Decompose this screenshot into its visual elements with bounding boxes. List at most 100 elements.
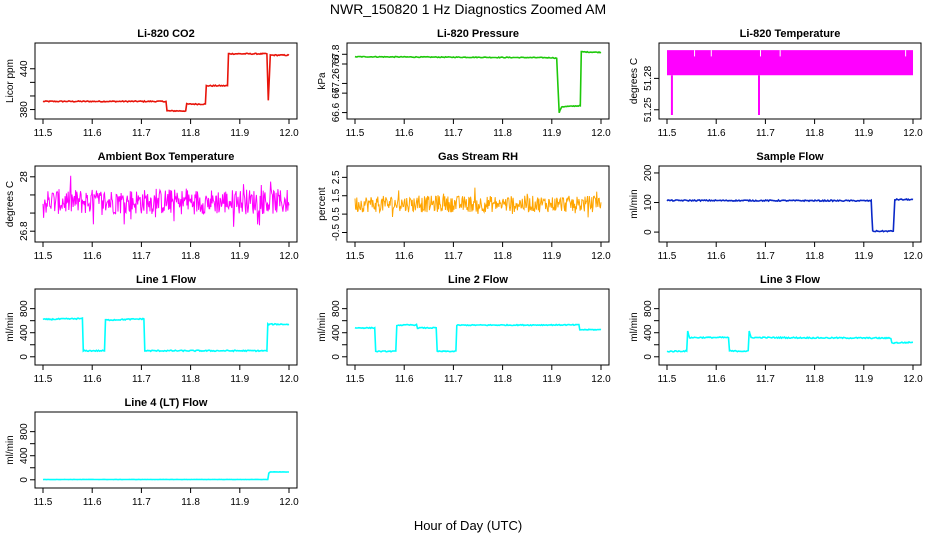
series-line: [666, 330, 913, 353]
x-tick-label: 11.5: [34, 374, 53, 385]
x-tick-label: 11.8: [181, 497, 200, 508]
x-tick-label: 11.8: [805, 251, 824, 262]
y-tick-label: 440: [19, 60, 30, 77]
x-tick-label: 11.7: [444, 128, 463, 139]
y-axis-label: Licor ppm: [5, 59, 16, 103]
plot-frame: [346, 288, 610, 366]
x-tick-label: 11.6: [83, 497, 102, 508]
chart-panel-6: Line 1 Flow 11.5 11.6 11.7 11.8 11.9 12.0 0 400 8…: [5, 274, 299, 385]
series-line: [42, 317, 290, 353]
x-tick-label: 11.6: [83, 374, 102, 385]
panel-title: Ambient Box Temperature: [98, 151, 235, 163]
series-line: [354, 323, 602, 353]
y-tick-label: 100: [643, 194, 654, 211]
plot-frame: [346, 42, 610, 120]
x-tick-label: 12.0: [279, 251, 299, 262]
y-tick-label: 400: [19, 324, 30, 341]
x-tick-label: 11.6: [395, 251, 414, 262]
x-tick-label: 11.7: [444, 374, 463, 385]
chart-panel-3: Ambient Box Temperature 11.5 11.6 11.7 11.8 1…: [5, 151, 299, 262]
x-tick-label: 11.6: [707, 128, 726, 139]
x-tick-label: 11.7: [132, 497, 151, 508]
chart-panel-1: Li-820 Pressure 11.5 11.6 11.7 11.8 11.9 12.0 6…: [317, 28, 611, 139]
panel-title: Line 3 Flow: [760, 274, 820, 286]
x-tick-label: 11.5: [346, 251, 365, 262]
x-tick-label: 12.0: [903, 128, 923, 139]
plot-frame: [658, 288, 922, 366]
panel-title: Sample Flow: [756, 151, 824, 163]
chart-panel-5: Sample Flow 11.5 11.6 11.7 11.8 11.9 12.0 0 100 2…: [629, 151, 923, 262]
y-tick-label: -0.5: [331, 223, 342, 241]
y-tick-label: 67.2: [331, 73, 342, 93]
y-tick-label: 67.8: [331, 44, 342, 64]
panel-title: Li-820 Pressure: [437, 28, 519, 40]
panel-title: Li-820 CO2: [137, 28, 194, 40]
series-line: [666, 197, 914, 233]
x-tick-label: 11.6: [395, 128, 414, 139]
chart-panel-8: Line 3 Flow 11.5 11.6 11.7 11.8 11.9 12.0 0 400 8…: [629, 274, 923, 385]
x-tick-label: 11.9: [230, 251, 249, 262]
x-tick-label: 11.5: [658, 128, 677, 139]
plot-frame: [34, 288, 298, 366]
x-tick-label: 12.0: [903, 251, 923, 262]
y-tick-label: 2.5: [331, 170, 342, 184]
x-tick-label: 11.5: [658, 251, 677, 262]
x-tick-label: 12.0: [279, 374, 299, 385]
plot-frame: [346, 165, 610, 243]
x-tick-label: 11.7: [132, 374, 151, 385]
y-axis-label: ml/min: [5, 312, 16, 341]
panel-title: Line 1 Flow: [136, 274, 196, 286]
x-tick-label: 12.0: [903, 374, 923, 385]
y-axis-label: ml/min: [317, 312, 328, 341]
y-tick-label: 0: [19, 477, 30, 483]
y-tick-label: 800: [19, 423, 30, 440]
x-tick-label: 11.8: [493, 251, 512, 262]
x-tick-label: 11.7: [132, 251, 151, 262]
y-tick-label: 1.5: [331, 188, 342, 202]
series-band: [667, 50, 913, 76]
y-axis-label: ml/min: [629, 312, 640, 341]
y-tick-label: 400: [331, 324, 342, 341]
series-line: [42, 52, 290, 113]
y-tick-label: 400: [19, 447, 30, 464]
plot-frame: [34, 165, 298, 243]
y-tick-label: 400: [643, 324, 654, 341]
x-tick-label: 11.5: [346, 374, 365, 385]
y-axis-label: degrees C: [629, 58, 640, 104]
x-tick-label: 11.5: [346, 128, 365, 139]
chart-panel-2: Li-820 Temperature 11.5 11.6 11.7 11.8 11.9 12…: [629, 28, 923, 139]
y-tick-label: 67.6: [331, 54, 342, 74]
plot-frame: [34, 42, 298, 120]
chart-panel-7: Line 2 Flow 11.5 11.6 11.7 11.8 11.9 12.0 0 400 8…: [317, 274, 611, 385]
x-axis-title: Hour of Day (UTC): [413, 518, 523, 533]
x-tick-label: 11.7: [132, 128, 151, 139]
x-tick-label: 11.9: [542, 374, 561, 385]
panel-title: Line 2 Flow: [448, 274, 508, 286]
x-tick-label: 11.9: [230, 497, 249, 508]
y-tick-label: 0: [19, 354, 30, 360]
figure-title: NWR_150820 1 Hz Diagnostics Zoomed AM: [329, 1, 607, 17]
chart-panel-9: Line 4 (LT) Flow 11.5 11.6 11.7 11.8 11.9 12.0…: [5, 397, 299, 508]
chart-panel-0: Li-820 CO2 11.5 11.6 11.7 11.8 11.9 12.0 380 440…: [5, 28, 299, 139]
y-tick-label: 26.8: [19, 221, 30, 241]
x-tick-label: 11.6: [707, 374, 726, 385]
y-tick-label: 67: [331, 87, 342, 99]
x-tick-label: 11.9: [230, 128, 249, 139]
y-axis-label: ml/min: [5, 435, 16, 464]
x-tick-label: 11.6: [83, 251, 102, 262]
series-line: [354, 187, 602, 218]
x-tick-label: 11.6: [395, 374, 414, 385]
y-tick-label: 66.6: [331, 102, 342, 122]
y-tick-label: 200: [643, 164, 654, 181]
x-tick-label: 11.9: [230, 374, 249, 385]
x-tick-label: 11.6: [707, 251, 726, 262]
x-tick-label: 11.8: [493, 128, 512, 139]
chart-panel-4: Gas Stream RH 11.5 11.6 11.7 11.8 11.9 12.0 -0.…: [317, 151, 611, 262]
x-tick-label: 11.5: [34, 497, 53, 508]
y-tick-label: 51.28: [643, 65, 654, 90]
x-tick-label: 11.7: [756, 128, 775, 139]
y-tick-label: 800: [643, 300, 654, 317]
x-tick-label: 11.8: [181, 251, 200, 262]
x-tick-label: 11.6: [83, 128, 102, 139]
